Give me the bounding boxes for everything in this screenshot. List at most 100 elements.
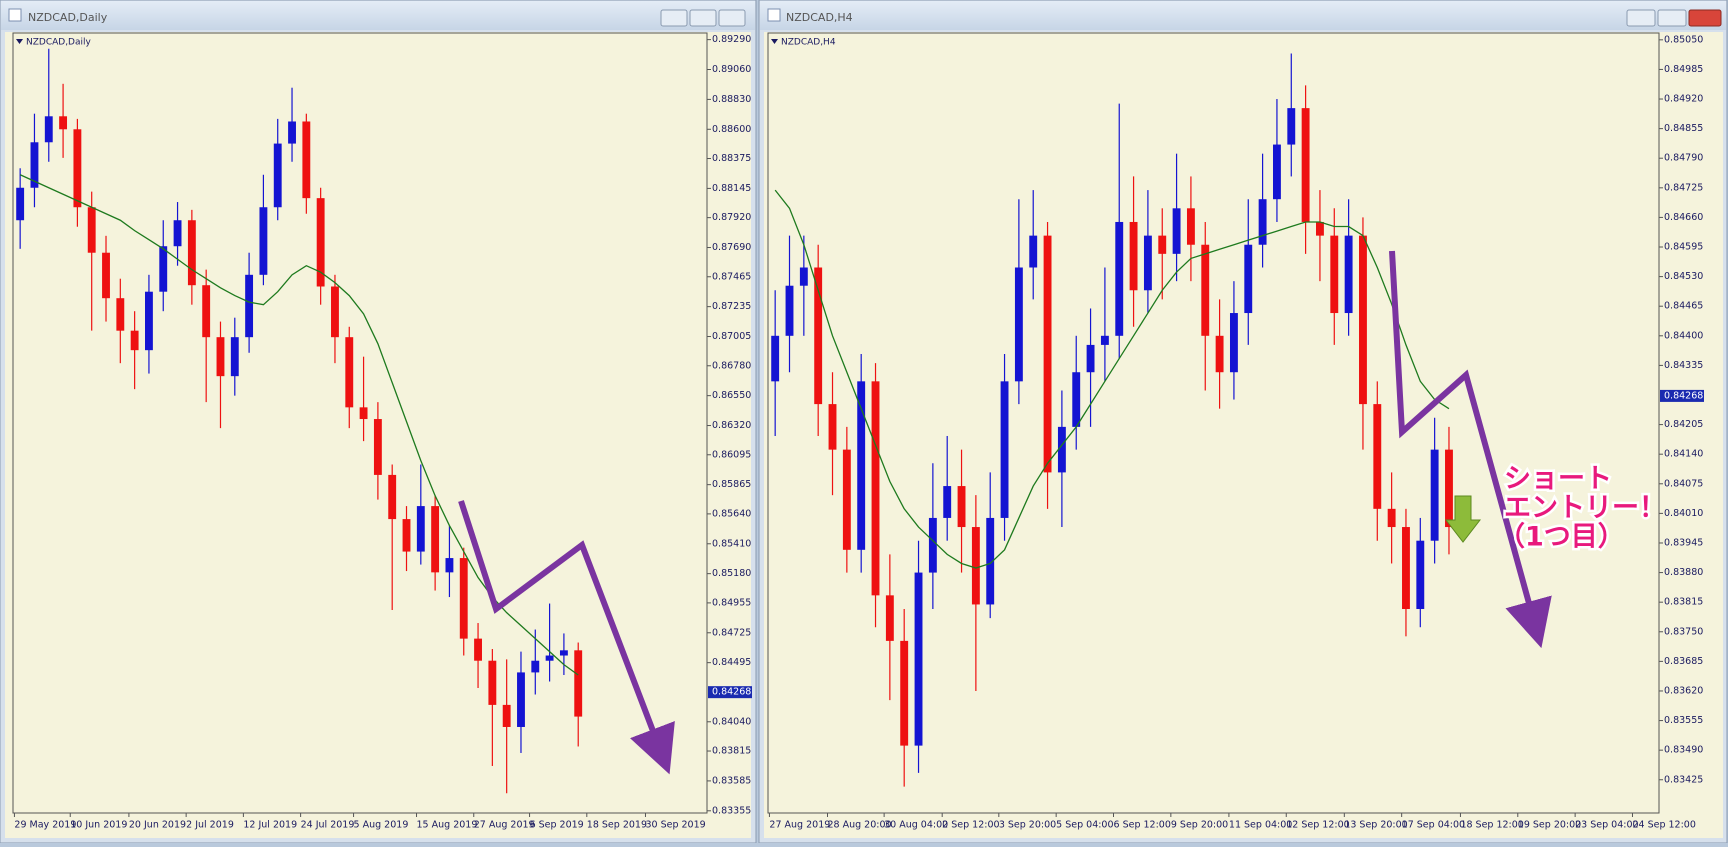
- candle-body: [1201, 244, 1210, 336]
- candle-body: [416, 506, 425, 552]
- y-tick-label: 0.84985: [1664, 64, 1703, 75]
- charts: NZDCAD,Daily 0.89290 0.89060 0.88830 0.88600…: [12, 32, 1704, 831]
- x-tick-label: 10 Jun 2019: [70, 820, 127, 831]
- close-button[interactable]: [1688, 9, 1722, 27]
- minimize-button[interactable]: [660, 9, 688, 27]
- y-tick-label: 0.83750: [1664, 626, 1703, 637]
- x-tick-label: 13 Sep 20:00: [1344, 820, 1407, 831]
- candle-body: [59, 116, 68, 130]
- y-tick-label: 0.83490: [1664, 745, 1703, 756]
- candle-body: [1057, 426, 1066, 473]
- x-tick-label: 15 Aug 2019: [417, 820, 478, 831]
- y-tick-label: 0.86095: [712, 449, 751, 460]
- candle-body: [545, 655, 554, 661]
- window-title: NZDCAD,H4: [786, 11, 853, 24]
- candle-body: [1272, 144, 1281, 200]
- y-tick-label: 0.84495: [712, 657, 751, 668]
- candle-body: [87, 207, 96, 253]
- x-tick-label: 6 Sep 2019: [530, 820, 584, 831]
- y-tick-label: 0.83685: [1664, 656, 1703, 667]
- x-tick-label: 23 Sep 04:00: [1575, 820, 1638, 831]
- candle-body: [1344, 235, 1353, 314]
- x-tick-label: 2 Sep 12:00: [942, 820, 999, 831]
- y-tick-label: 0.84335: [1664, 360, 1703, 371]
- candle-body: [1086, 344, 1095, 373]
- x-tick-label: 17 Sep 04:00: [1402, 820, 1465, 831]
- restore-button[interactable]: [1657, 9, 1687, 27]
- x-tick-label: 2 Jul 2019: [186, 820, 234, 831]
- candle-body: [971, 527, 980, 605]
- candle-body: [914, 572, 923, 746]
- candle-body: [559, 650, 568, 656]
- candle-body: [986, 517, 995, 605]
- minimize-button[interactable]: [1626, 9, 1656, 27]
- candle-body: [187, 220, 196, 286]
- candle-body: [159, 246, 168, 292]
- chart-label: NZDCAD,H4: [781, 38, 836, 48]
- candle-body: [531, 660, 540, 673]
- candle-body: [1172, 208, 1181, 254]
- candle-body: [885, 595, 894, 641]
- y-tick-label: 0.83880: [1664, 567, 1703, 578]
- x-tick-label: 20 Jun 2019: [129, 820, 186, 831]
- y-tick-label: 0.84855: [1664, 123, 1703, 134]
- candle-body: [771, 335, 780, 382]
- candle-body: [173, 220, 182, 247]
- candle-body: [857, 381, 866, 550]
- current-price-box: [708, 686, 752, 699]
- y-tick-label: 0.88145: [712, 183, 751, 194]
- close-button[interactable]: [718, 9, 746, 27]
- candle-body: [359, 407, 368, 420]
- candle-body: [302, 121, 311, 199]
- y-tick-label: 0.89290: [712, 34, 751, 45]
- restore-button[interactable]: [689, 9, 717, 27]
- candle-body: [431, 506, 440, 573]
- window-icon: [767, 8, 781, 22]
- x-tick-label: 5 Aug 2019: [354, 820, 409, 831]
- candle-body: [273, 143, 282, 208]
- candle-body: [1158, 235, 1167, 254]
- x-tick-label: 12 Jul 2019: [243, 820, 297, 831]
- candle-body: [316, 198, 325, 287]
- candle-body: [1072, 372, 1081, 427]
- candle-body: [785, 285, 794, 336]
- y-tick-label: 0.84075: [1664, 478, 1703, 489]
- candle-body: [1244, 244, 1253, 314]
- y-tick-label: 0.83945: [1664, 537, 1703, 548]
- x-tick-label: 24 Jul 2019: [301, 820, 355, 831]
- y-tick-label: 0.87690: [712, 242, 751, 253]
- candle-body: [145, 291, 153, 351]
- candle-body: [900, 640, 909, 746]
- y-tick-label: 0.83815: [712, 746, 751, 757]
- candle-body: [44, 116, 53, 143]
- candle-body: [73, 129, 82, 208]
- candle-body: [1115, 221, 1124, 336]
- candle-body: [502, 704, 511, 727]
- candle-body: [1215, 335, 1224, 373]
- y-tick-label: 0.84465: [1664, 301, 1703, 312]
- y-tick-label: 0.86780: [712, 360, 751, 371]
- y-tick-label: 0.85180: [712, 568, 751, 579]
- x-tick-label: 30 Sep 2019: [645, 820, 705, 831]
- y-tick-label: 0.84920: [1664, 94, 1703, 105]
- y-tick-label: 0.84725: [1664, 182, 1703, 193]
- y-tick-label: 0.88600: [712, 124, 751, 135]
- x-tick-label: 24 Sep 12:00: [1632, 820, 1695, 831]
- x-tick-label: 5 Sep 04:00: [1056, 820, 1113, 831]
- title-bar: [760, 1, 1726, 30]
- x-tick-label: 29 May 2019: [14, 820, 76, 831]
- candle-body: [828, 404, 837, 450]
- y-tick-label: 0.84205: [1664, 419, 1703, 430]
- candle-body: [517, 672, 525, 727]
- y-tick-label: 0.87465: [712, 271, 751, 282]
- y-tick-label: 0.83555: [1664, 715, 1703, 726]
- candle-body: [474, 638, 482, 661]
- candle-body: [1100, 335, 1109, 345]
- candle-body: [1387, 508, 1396, 528]
- x-tick-label: 28 Aug 20:00: [827, 820, 891, 831]
- candle-body: [943, 486, 952, 518]
- candle-body: [345, 337, 354, 408]
- x-tick-label: 18 Sep 12:00: [1460, 820, 1523, 831]
- candle-body: [373, 419, 382, 475]
